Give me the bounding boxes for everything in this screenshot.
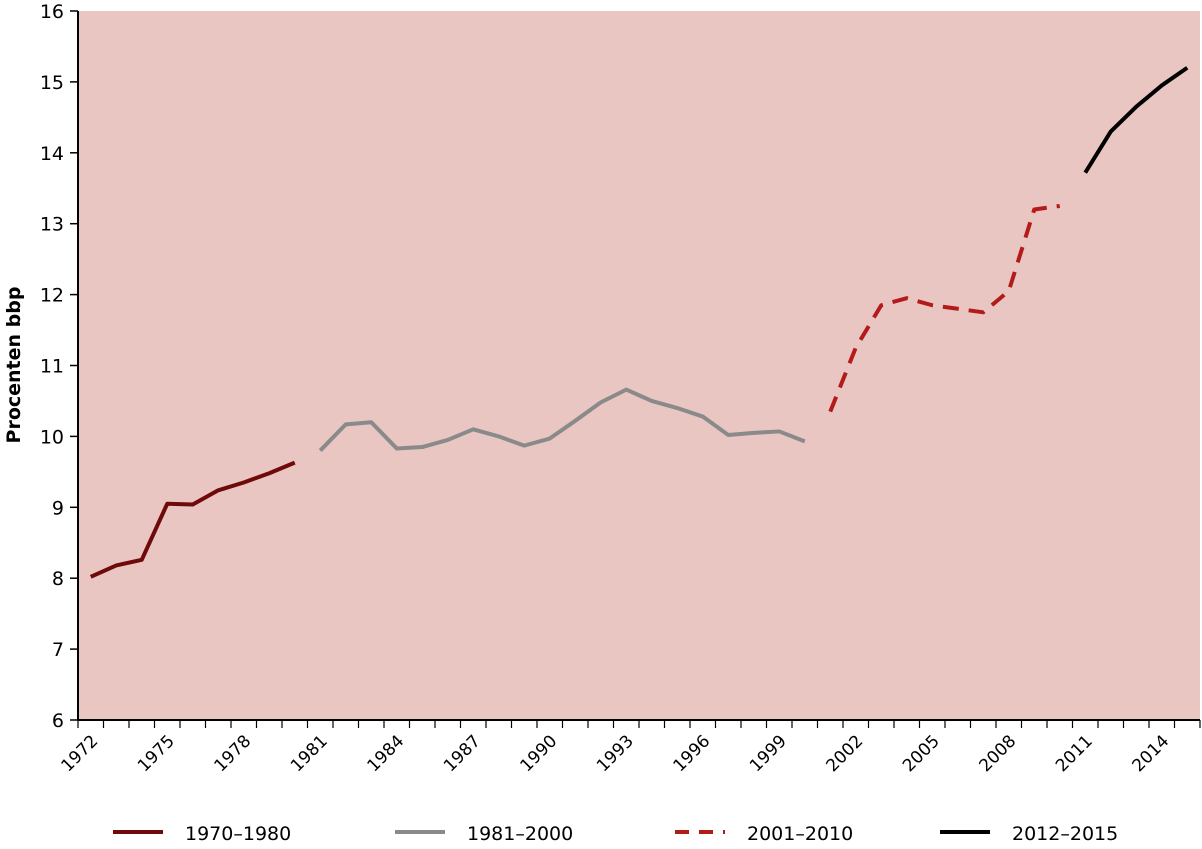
series-line [828, 203, 1061, 413]
legend-label: 2001–2010 [747, 823, 853, 845]
x-tick-label: 1981 [287, 731, 332, 776]
legend-label: 1981–2000 [467, 823, 573, 845]
x-tick-label: 2008 [976, 731, 1021, 776]
x-tick-label: 1999 [746, 731, 791, 776]
x-tick-label: 1975 [134, 731, 179, 776]
y-tick-label: 6 [52, 710, 64, 732]
x-tick-label: 2005 [899, 731, 944, 776]
x-tick-label: 2014 [1129, 731, 1174, 776]
series-line [1083, 66, 1189, 174]
legend-label: 2012–2015 [1012, 823, 1118, 845]
y-axis-label: Procenten bbp [3, 287, 25, 444]
x-tick-label: 1993 [593, 731, 638, 776]
y-tick-label: 14 [40, 143, 64, 165]
y-tick-label: 8 [52, 568, 64, 590]
y-tick-label: 16 [40, 1, 64, 23]
x-tick-label: 1987 [440, 731, 485, 776]
y-tick-label: 9 [52, 497, 64, 519]
y-tick-label: 12 [40, 285, 64, 307]
x-tick-label: 1978 [211, 731, 256, 776]
series-line [318, 387, 806, 452]
x-tick-label: 2002 [823, 731, 868, 776]
y-tick-label: 13 [40, 214, 64, 236]
x-tick-label: 1984 [364, 731, 409, 776]
legend-label: 1970–1980 [185, 823, 291, 845]
x-tick-label: 2011 [1052, 731, 1097, 776]
y-tick-label: 10 [40, 426, 64, 448]
series-line [89, 460, 296, 579]
x-tick-label: 1996 [670, 731, 715, 776]
y-tick-label: 11 [40, 356, 64, 378]
y-tick-label: 15 [40, 72, 64, 94]
y-tick-label: 7 [52, 639, 64, 661]
plot-background [78, 11, 1200, 720]
x-tick-label: 1972 [58, 731, 103, 776]
x-tick-label: 1990 [517, 731, 562, 776]
